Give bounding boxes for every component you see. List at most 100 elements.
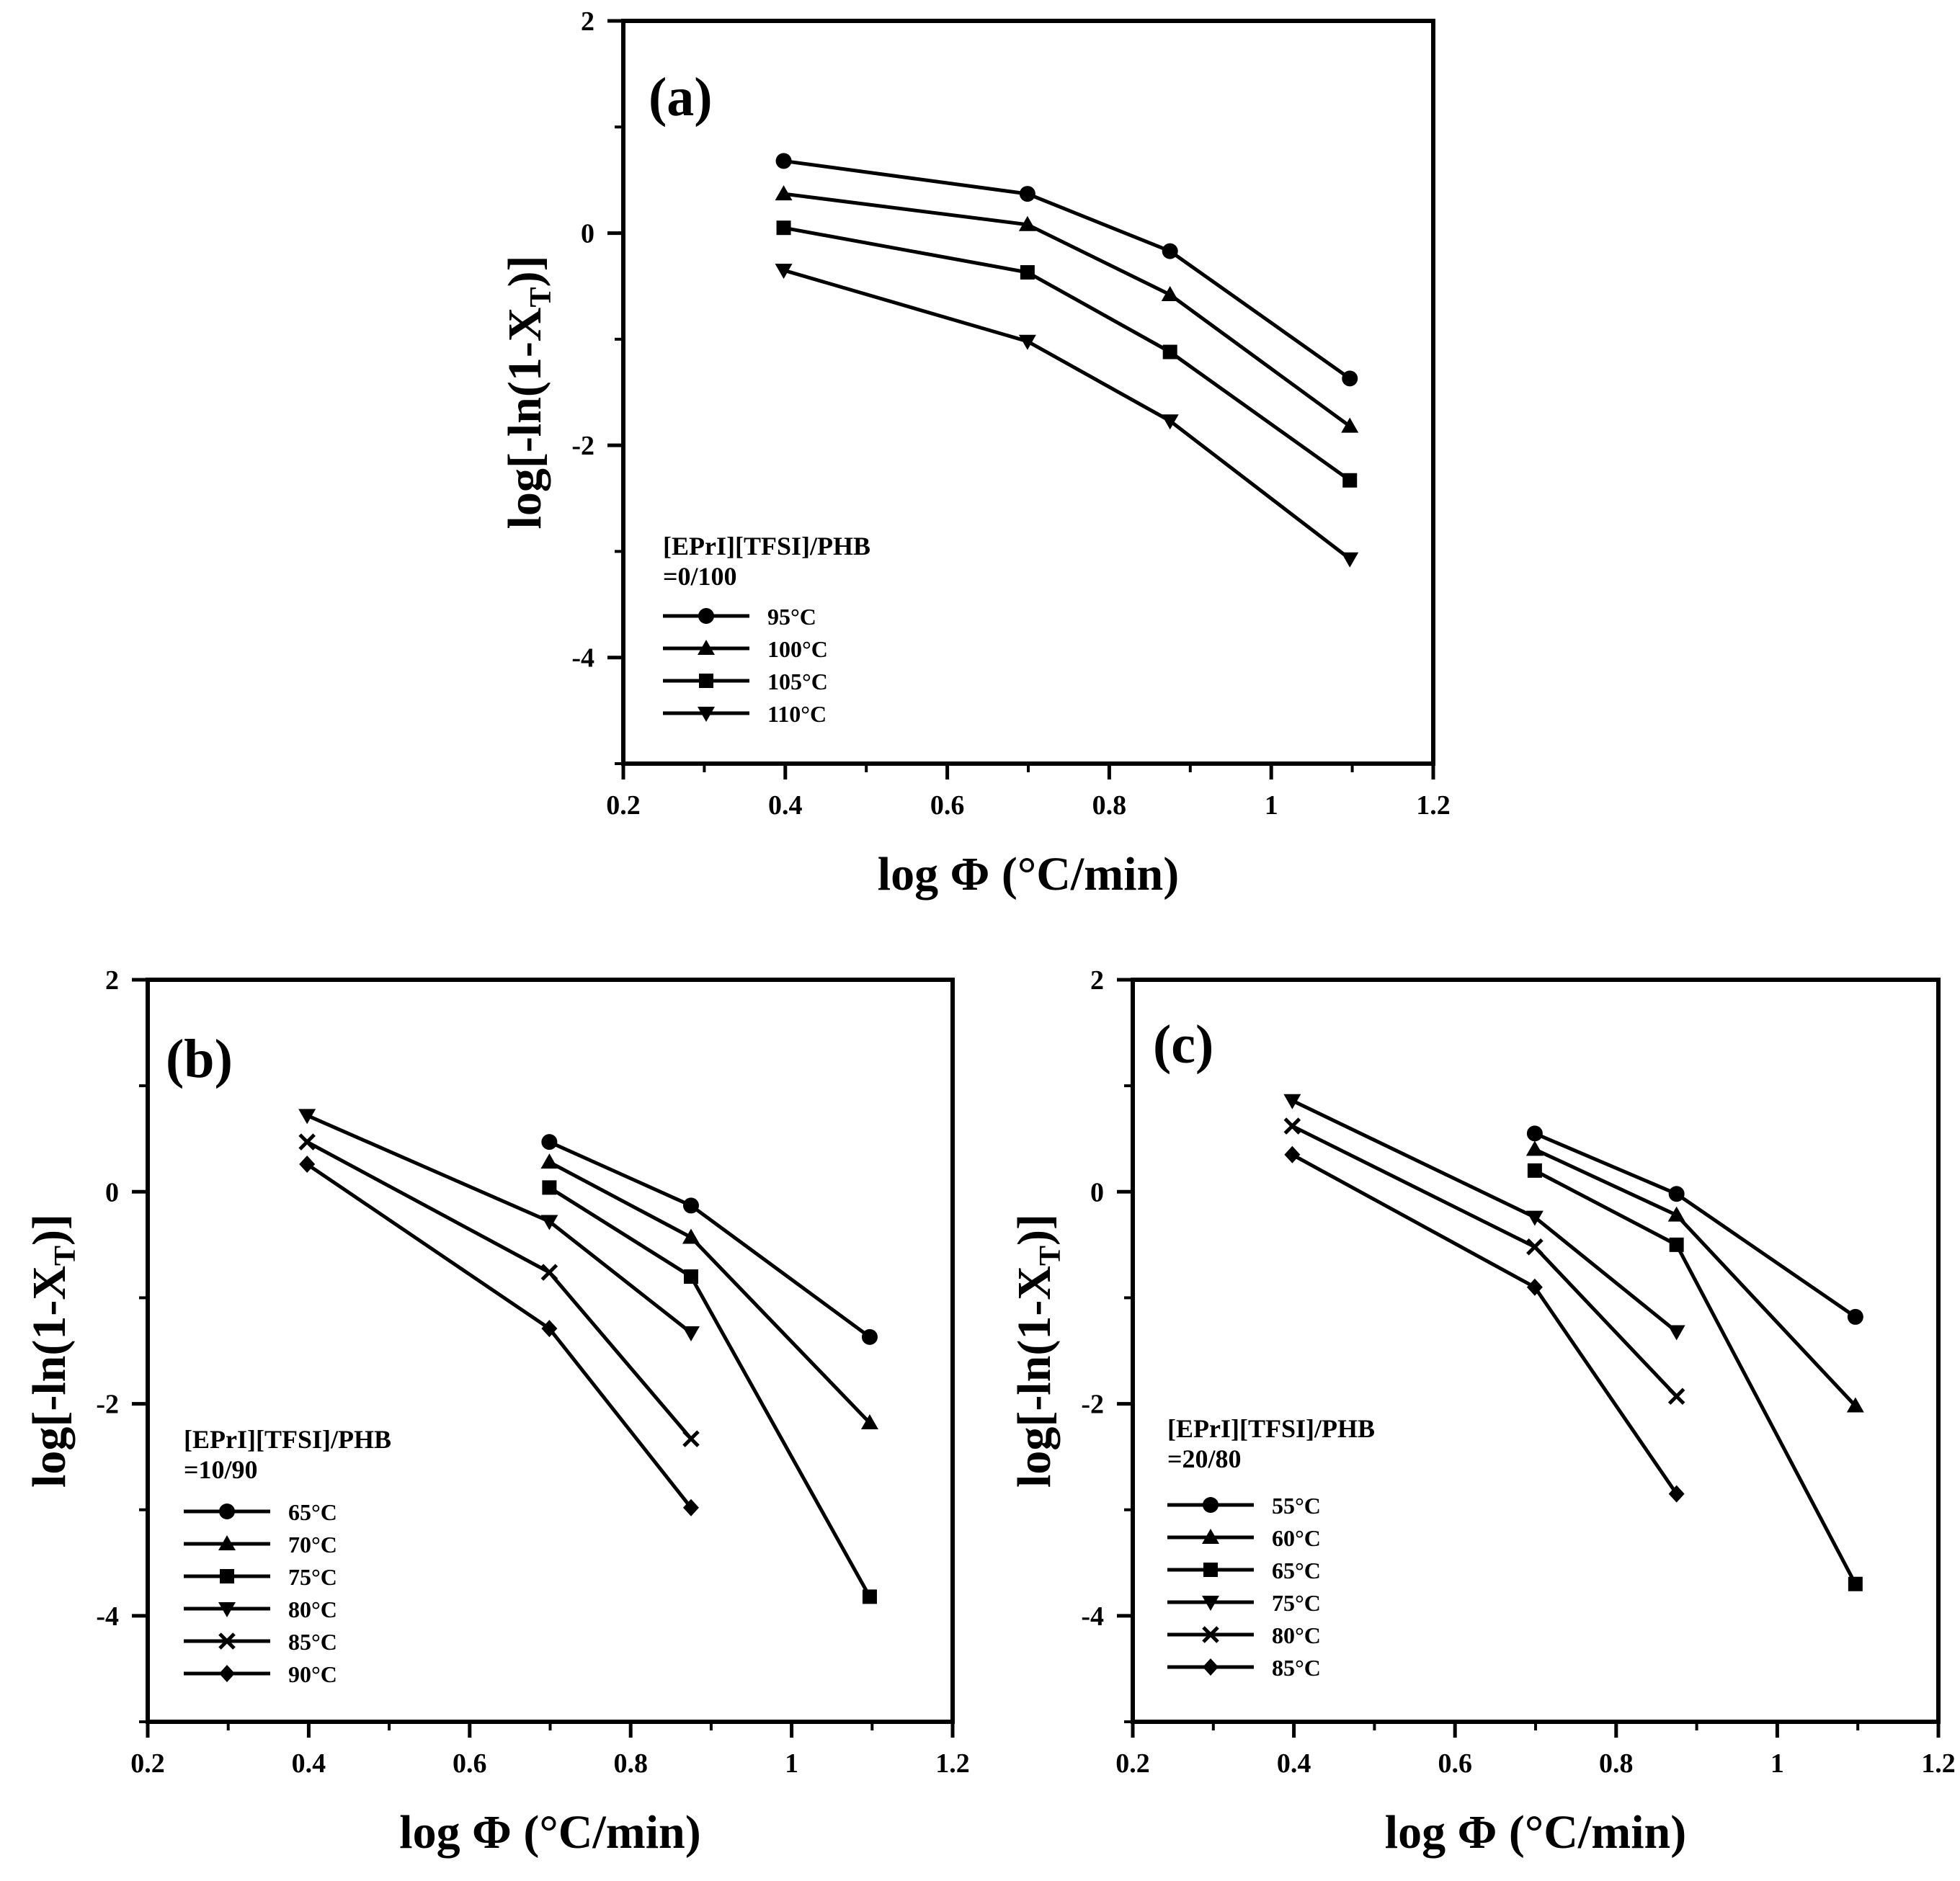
legend-item: 55°C [1167,1493,1321,1519]
legend-item: 75°C [1167,1590,1321,1616]
data-point [542,1180,557,1195]
legend-item: 110°C [663,701,827,727]
data-point [776,220,791,236]
x-tick-label: 0.2 [130,1748,165,1779]
y-tick-label: 2 [105,965,119,996]
legend-marker [1203,1563,1218,1577]
series-line [306,1162,692,1509]
legend-label: 75°C [1272,1590,1321,1616]
legend-item: 80°C [1167,1622,1321,1648]
legend-label: 85°C [288,1629,337,1655]
plot-frame [621,19,1435,766]
x-tick-label: 1 [1770,1748,1784,1779]
series-line [1291,1153,1678,1496]
series-a-1 [775,185,1359,433]
data-point [862,1589,877,1604]
series-b-4 [298,1133,700,1447]
data-point [1342,473,1358,488]
data-point [1847,1308,1863,1325]
legend-marker [218,1602,236,1617]
x-axis-label: log Φ (°C/min) [399,1806,700,1859]
x-tick-label: 0.4 [768,790,803,821]
data-point [1526,1125,1543,1142]
data-point [683,1269,698,1284]
legend-subtitle: =0/100 [663,562,737,591]
series-b-1 [540,1153,878,1430]
data-point [1668,1186,1685,1202]
legend-item: 60°C [1167,1525,1321,1551]
x-tick-label: 1.2 [1921,1748,1956,1779]
legend-label: 80°C [288,1596,337,1622]
series-line [783,158,1351,380]
data-point [1667,1388,1685,1406]
data-point [1848,1576,1863,1591]
legend-title: [EPrI][TFSI]/PHB [184,1425,391,1454]
data-point [1018,215,1036,231]
data-point [1527,1163,1542,1178]
legend-marker [1202,1529,1219,1544]
x-tick-label: 0.6 [1438,1748,1472,1779]
legend-marker [1203,1658,1219,1676]
legend-title: [EPrI][TFSI]/PHB [663,532,870,560]
legend-marker [219,1504,235,1519]
legend-marker [698,707,715,722]
y-axis-label: log[-ln(1-XT)] [499,256,558,530]
legend-item: 100°C [663,636,828,662]
series-c-3 [1283,1094,1685,1341]
series-line [306,1140,692,1440]
legend-item: 75°C [184,1564,337,1590]
data-point [540,1153,558,1169]
data-point [682,1228,700,1244]
y-axis-label-main: log[-ln(1-X [499,308,551,530]
x-tick-label: 0.6 [930,790,965,821]
legend-marker [219,1665,235,1682]
data-point [540,1215,558,1230]
legend-title: [EPrI][TFSI]/PHB [1167,1414,1375,1443]
series-b-3 [298,1109,700,1341]
x-axis-label: log Φ (°C/min) [878,848,1179,901]
series-line [306,1114,692,1334]
legend: [EPrI][TFSI]/PHB=10/90 65°C 70°C 75°C 80°C 85… [184,1425,391,1687]
legend-item: 80°C [184,1596,337,1622]
data-point [298,1133,316,1151]
data-point [775,153,792,169]
y-tick-label: -4 [96,1601,119,1632]
data-point [1161,285,1179,301]
legend-item: 105°C [663,669,828,694]
legend-label: 110°C [767,701,827,727]
data-point [682,1197,699,1214]
legend-item: 65°C [1167,1558,1321,1583]
data-point [1525,1140,1544,1156]
y-tick-label: 0 [105,1177,119,1207]
data-point [1162,243,1178,259]
y-tick-label: 2 [581,6,594,37]
x-tick-label: 0.8 [1092,790,1127,821]
legend-item: 65°C [184,1499,337,1525]
y-tick-label: -4 [1081,1601,1104,1632]
y-axis-label: log[-ln(1-XT)] [1008,1214,1067,1488]
legend-item: 90°C [184,1661,337,1687]
legend-label: 65°C [1272,1558,1321,1583]
series-line [783,268,1351,560]
plot-frame [1131,978,1941,1724]
data-point [860,1414,878,1430]
y-tick-label: -4 [571,643,594,674]
panel-label: (b) [166,1029,233,1089]
y-axis-label-sub: T [49,1246,82,1266]
legend-label: 65°C [288,1499,337,1525]
x-tick-label: 0.8 [613,1748,648,1779]
x-axis-label: log Φ (°C/min) [1385,1806,1686,1859]
data-point [1284,1145,1301,1163]
x-tick-label: 0.2 [1115,1748,1150,1779]
series-c-2 [1527,1163,1863,1591]
data-point [1667,1206,1685,1222]
data-point [1526,1278,1543,1296]
legend-item: 95°C [663,604,816,630]
y-axis-label-end: )] [499,256,551,287]
data-point [1668,1485,1685,1503]
data-point [1020,265,1035,280]
y-tick-label: 0 [1090,1177,1104,1207]
y-axis-label-sub: T [525,287,558,307]
legend-label: 60°C [1272,1525,1321,1551]
